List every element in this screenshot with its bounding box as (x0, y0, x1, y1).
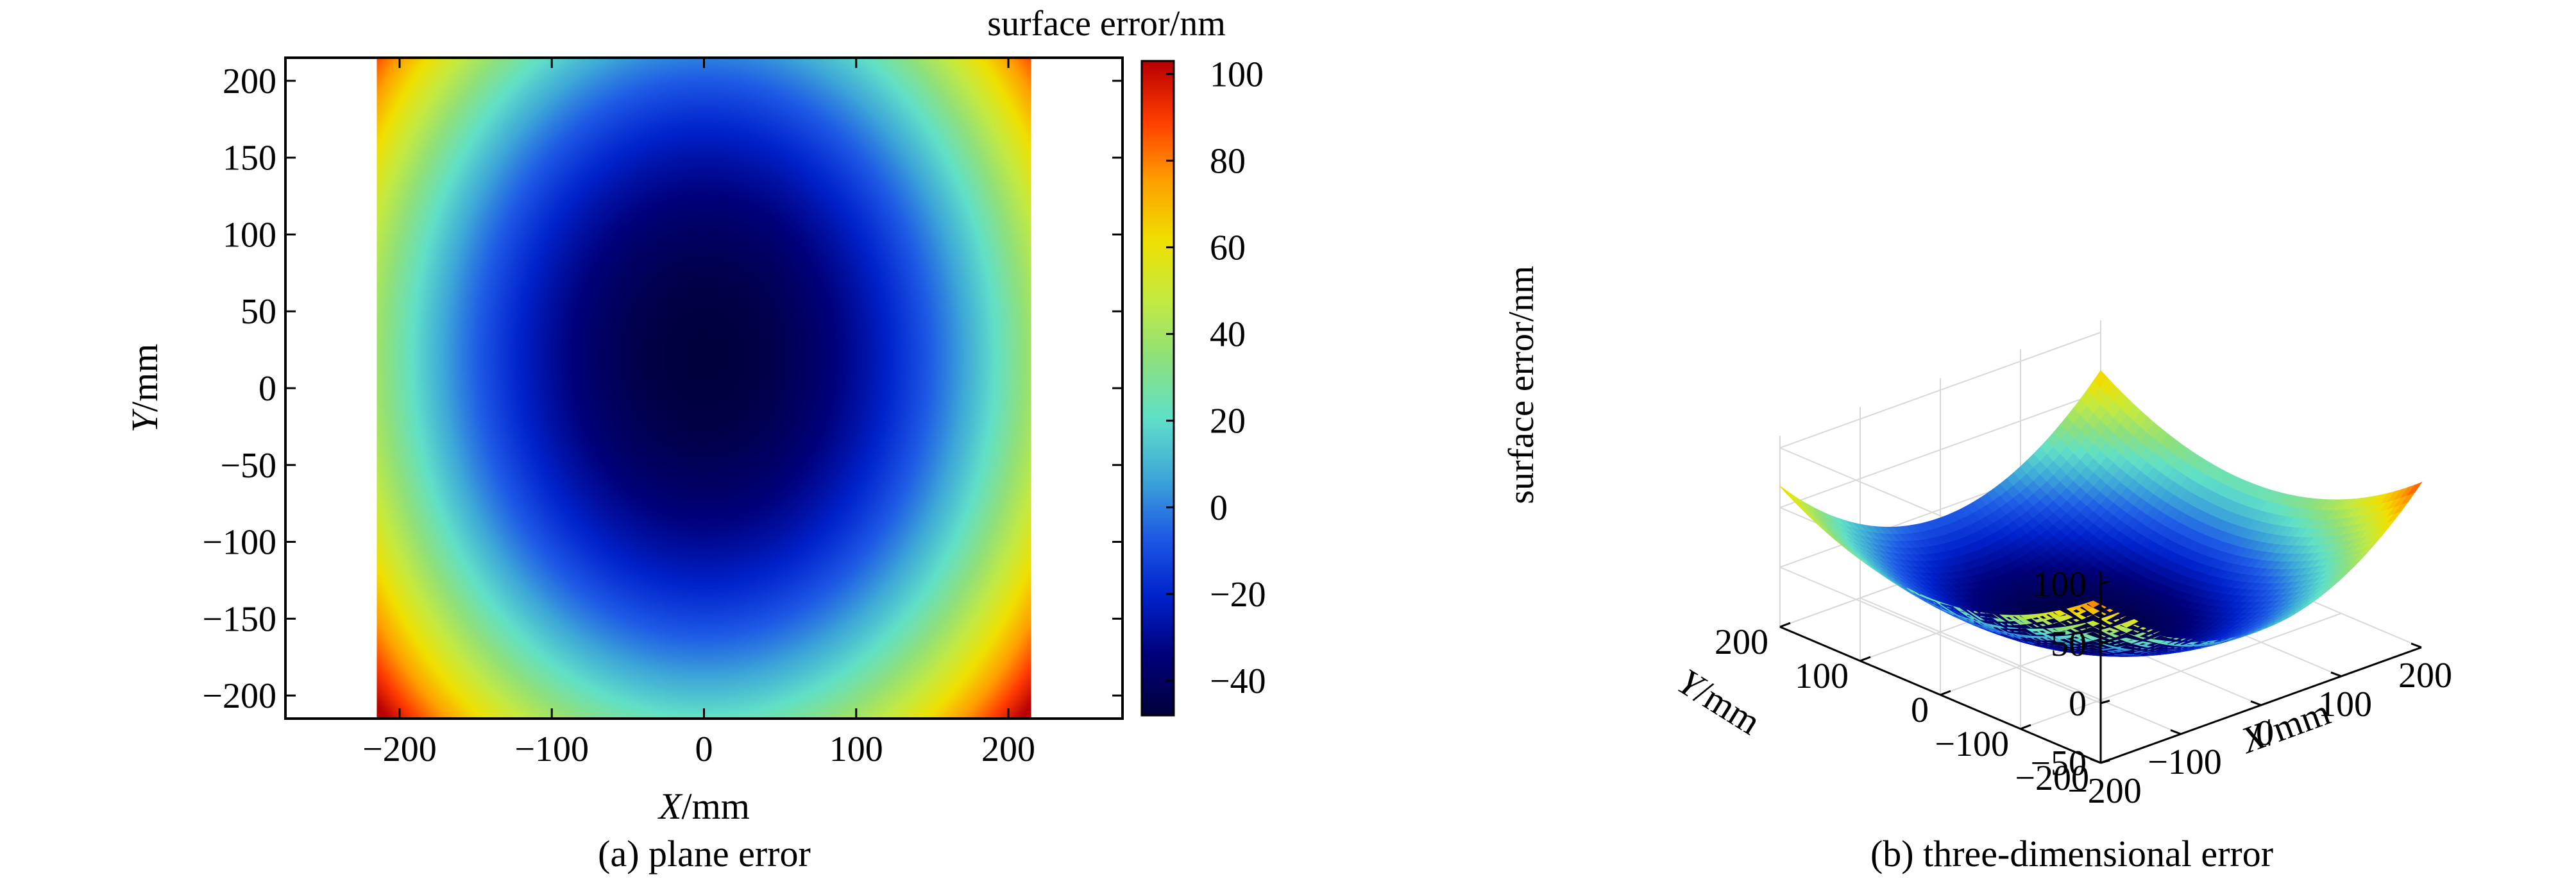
3d-grid-line (1779, 567, 2101, 704)
3d-y-tick (1779, 622, 1791, 628)
heatmap-x-tick-label: −100 (514, 730, 589, 769)
colorbar-tick-label: −40 (1210, 661, 1266, 701)
heatmap-x-tick-label: 100 (829, 730, 883, 769)
colorbar-gradient (1142, 61, 1174, 715)
3d-x-tick-label: −100 (2148, 742, 2222, 782)
heatmap-y-tick-label: 50 (241, 292, 276, 332)
3d-z-tick (2100, 699, 2110, 704)
3d-z-tick (2100, 640, 2110, 645)
3d-z-tick (2100, 580, 2110, 585)
colorbar-tick-label: 80 (1210, 141, 1246, 181)
heatmap-y-tick-label: 0 (258, 369, 276, 409)
heatmap-x-axis-label: X/mm (657, 785, 750, 827)
3d-grid-line (1779, 391, 2101, 508)
error-surface (1779, 370, 2423, 657)
3d-grid-line (1779, 332, 2101, 448)
3d-x-tick-label: −200 (2067, 771, 2142, 811)
three-dimensional-error-panel: 100500−502001000−100−200−200−1000100200 … (1502, 266, 2452, 875)
heatmap-x-axis: −200 −100 0 100 200 (362, 58, 1035, 769)
3d-y-tick-label: −100 (1935, 724, 2009, 764)
3d-x-tick (2411, 642, 2422, 649)
plane-error-caption: (a) plane error (598, 833, 811, 875)
3d-z-axis-label: surface error/nm (1502, 266, 1541, 504)
heatmap-y-tick-label: −200 (202, 676, 276, 716)
heatmap-image (377, 58, 1031, 719)
3d-y-tick-label: 0 (1911, 690, 1929, 730)
3d-y-axis-label: Y/mm (1670, 660, 1768, 743)
3d-x-tick-label: 0 (2256, 713, 2274, 753)
colorbar-tick-label: 20 (1210, 402, 1246, 441)
3d-x-tick (2250, 700, 2262, 706)
heatmap-x-tick-label: 200 (981, 730, 1035, 769)
heatmap-y-tick-label: −100 (202, 523, 276, 563)
3d-x-tick (2090, 758, 2101, 764)
three-dimensional-error-caption: (b) three-dimensional error (1870, 833, 2273, 875)
3d-z-tick-label: 0 (2069, 684, 2087, 724)
3d-x-tick-label: 200 (2398, 656, 2452, 696)
3d-x-tick-label: 100 (2318, 685, 2372, 724)
heatmap-y-tick-label: 150 (223, 139, 276, 178)
heatmap-y-axis: −200 −150 −100 −50 0 50 100 150 200 (202, 62, 1123, 716)
colorbar-tick-label: 100 (1210, 55, 1264, 94)
3d-z-tick-label: 100 (2033, 565, 2087, 604)
heatmap-y-tick-label: 200 (223, 62, 276, 101)
surface-patch (2407, 481, 2423, 496)
3d-x-axis-label: X/mm (2235, 691, 2335, 762)
plane-error-panel: −200 −100 0 100 200 −200−150−100−50050100150… (124, 4, 1266, 875)
colorbar: 100 80 60 40 20 0 −20 −40 surface error/nm (987, 4, 1266, 717)
heatmap-y-tick-label: 100 (223, 215, 276, 255)
3d-y-tick (1940, 690, 1951, 696)
heatmap-x-tick-label: −200 (362, 730, 437, 769)
3d-x-tick (2330, 671, 2342, 678)
3d-y-tick (1860, 656, 1871, 662)
3d-y-tick-label: 100 (1795, 656, 1849, 696)
3d-y-tick-label: −200 (2015, 758, 2089, 798)
3d-y-tick (2020, 724, 2031, 730)
heatmap-y-tick-label: −50 (220, 446, 276, 486)
colorbar-tick-label: 0 (1210, 488, 1228, 528)
colorbar-tick-label: 40 (1210, 315, 1246, 355)
3d-z-tick-label: 50 (2051, 624, 2087, 664)
heatmap-x-tick-label: 0 (695, 730, 713, 769)
colorbar-tick-label: 60 (1210, 228, 1246, 268)
heatmap-y-axis-label: Y/mm (124, 344, 165, 433)
colorbar-frame (1140, 60, 1175, 717)
colorbar-title: surface error/nm (987, 4, 1226, 44)
heatmap-y-tick-label: −150 (202, 599, 276, 639)
colorbar-ticks: 100 80 60 40 20 0 −20 −40 (1166, 55, 1266, 701)
3d-y-tick-label: 200 (1715, 622, 1768, 662)
3d-x-tick (2170, 729, 2182, 735)
3d-z-tick-label: −50 (2030, 744, 2087, 783)
colorbar-tick-label: −20 (1210, 575, 1266, 615)
